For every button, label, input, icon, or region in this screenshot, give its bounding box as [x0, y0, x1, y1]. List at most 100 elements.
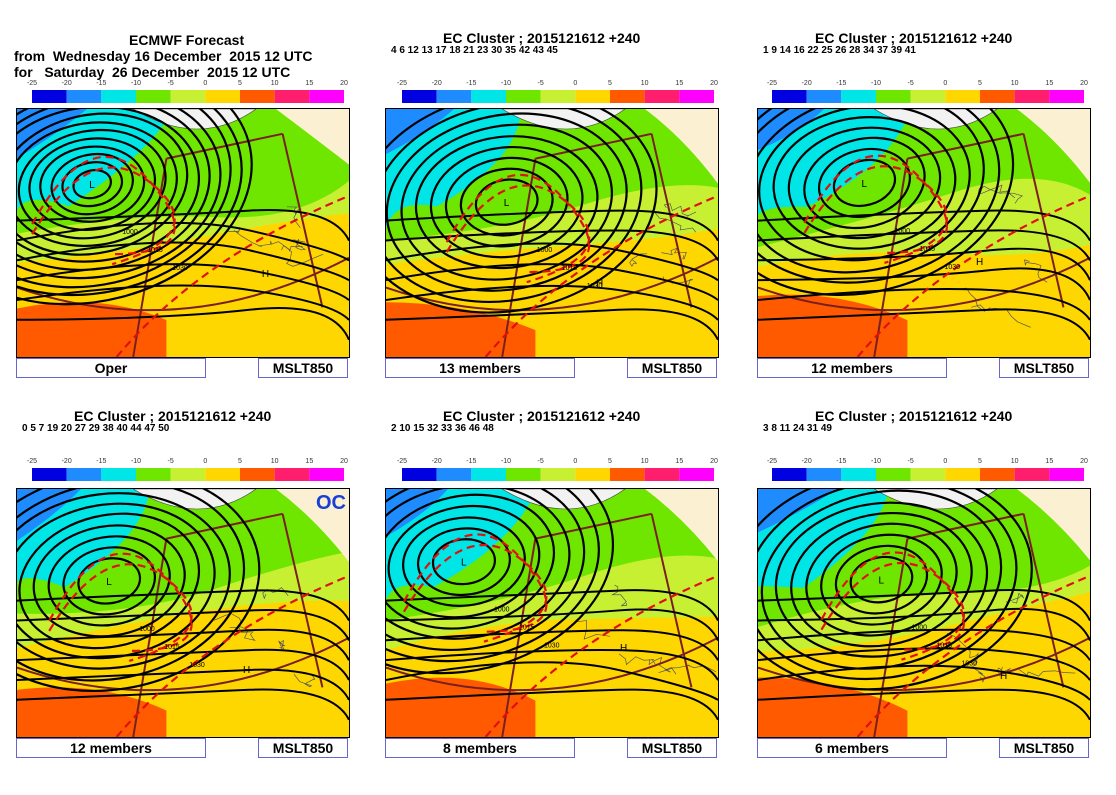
isobar-value-label: 1030	[944, 264, 960, 271]
high-pressure-label: H	[243, 665, 250, 676]
isobar	[758, 247, 1090, 281]
isobar	[62, 546, 157, 616]
panel-cluster-4: EC Cluster ; 2015121612 +240 2 10 15 32 …	[385, 406, 715, 696]
panel-member-label: 8 members	[385, 738, 575, 758]
colorbar-swatch	[101, 468, 136, 481]
temperature-contour	[445, 184, 591, 284]
isobar	[17, 492, 231, 670]
isobar	[386, 649, 718, 681]
temp-band-cold	[17, 109, 173, 211]
region-box-edge	[907, 512, 1024, 540]
isobar	[414, 135, 599, 270]
meridian-line	[650, 133, 693, 308]
colorbar-tick-label: 20	[710, 458, 718, 465]
low-pressure-label: L	[89, 180, 95, 191]
isobar	[18, 512, 201, 650]
isobar	[805, 522, 958, 637]
isobar	[77, 557, 142, 605]
coastline	[1024, 259, 1048, 283]
isobar	[758, 647, 1090, 681]
colorbar-tick-label: -15	[466, 458, 477, 465]
colorbar-tick-label: 0	[203, 80, 208, 87]
panel-member-label: Oper	[16, 358, 206, 378]
colorbar-tick-label: -15	[836, 458, 847, 465]
colorbar-swatch	[66, 468, 102, 481]
colorbar-tick-label: 20	[340, 80, 348, 87]
temp-band-colder	[386, 109, 454, 155]
colorbar-tick-label: 0	[203, 458, 208, 465]
isobar	[758, 489, 1018, 681]
colorbar-swatch	[610, 90, 645, 103]
cluster-member-list: 3 8 11 24 31 49	[763, 423, 832, 434]
colorbar-tick-label: 15	[675, 458, 684, 465]
colorbar-tick-label: 20	[1080, 458, 1088, 465]
isobar	[416, 527, 511, 597]
colorbar-swatch	[1014, 90, 1050, 103]
temperature-contour	[115, 574, 349, 737]
colorbar-swatch	[170, 90, 206, 103]
temperature-contour	[115, 194, 349, 357]
isobar	[17, 489, 246, 682]
temperature-colorbar: -25 -20 -15 -10 -5 0 5 10 15 20	[27, 458, 348, 486]
isobar	[386, 493, 556, 630]
isobar	[50, 152, 134, 216]
colorbar-swatch	[436, 90, 472, 103]
isobar	[400, 123, 613, 281]
colorbar-tick-label: -25	[396, 458, 408, 465]
isobar	[803, 136, 926, 230]
temperature-contour	[48, 552, 193, 652]
isobar	[17, 306, 349, 341]
forecast-map: L H 1000 1015 1030	[757, 488, 1091, 738]
colorbar-swatch	[540, 468, 576, 481]
region-box-edge	[535, 132, 652, 160]
isobar	[17, 112, 189, 256]
isobar	[386, 112, 628, 292]
high-pressure-label: H	[976, 257, 983, 268]
coastline	[997, 666, 1011, 677]
colorbar-swatch	[136, 90, 171, 103]
panel-title: EC Cluster ; 2015121612 +240	[815, 408, 1013, 424]
low-pressure-label: L	[504, 198, 510, 209]
high-pressure-label: H	[596, 279, 603, 290]
coastline	[629, 253, 648, 267]
isobar	[758, 287, 1090, 321]
colorbar-swatch	[644, 468, 680, 481]
temperature-contour	[484, 574, 718, 737]
colorbar-tick-label: 5	[978, 458, 982, 465]
panel-field-label: MSLT850	[258, 738, 348, 758]
colorbar-swatch	[876, 90, 911, 103]
isobar	[47, 535, 171, 627]
colorbar-tick-label: 15	[1045, 458, 1054, 465]
isobar	[17, 221, 349, 262]
isobar	[758, 607, 1090, 641]
isobar	[474, 178, 539, 226]
isobar-value-label: 1015	[164, 644, 180, 651]
cluster-member-list: 1 9 14 16 22 25 26 28 34 37 39 41	[763, 45, 916, 56]
isobar	[758, 489, 1033, 691]
isobar	[431, 538, 496, 586]
isobar	[386, 109, 643, 304]
isobar	[386, 308, 718, 341]
coastline	[226, 228, 263, 248]
isobar-value-label: 1015	[519, 625, 535, 632]
oc-badge: OC	[316, 492, 346, 514]
isobar	[402, 516, 526, 607]
meridian-line	[873, 538, 909, 737]
forecast-for-line: for Saturday 26 December 2015 12 UTC	[14, 64, 291, 80]
region-box-edge	[535, 512, 652, 540]
colorbar-swatch	[205, 90, 240, 103]
meridian-line	[1022, 513, 1065, 688]
forecast-map: L H 1000 1015 1030	[757, 108, 1091, 358]
isobar	[386, 688, 718, 721]
panel-field-label: MSLT850	[627, 358, 717, 378]
isobar-value-label: 1000	[894, 228, 910, 235]
colorbar-swatch	[806, 468, 842, 481]
isobar-value-label: 1000	[911, 625, 927, 632]
colorbar-swatch	[1049, 468, 1084, 481]
colorbar-tick-label: -10	[500, 80, 512, 87]
colorbar-swatch	[575, 90, 610, 103]
colorbar-swatch	[205, 468, 240, 481]
colorbar-tick-label: 10	[270, 80, 279, 87]
temp-band-colder	[386, 489, 448, 537]
isobar	[17, 489, 261, 693]
